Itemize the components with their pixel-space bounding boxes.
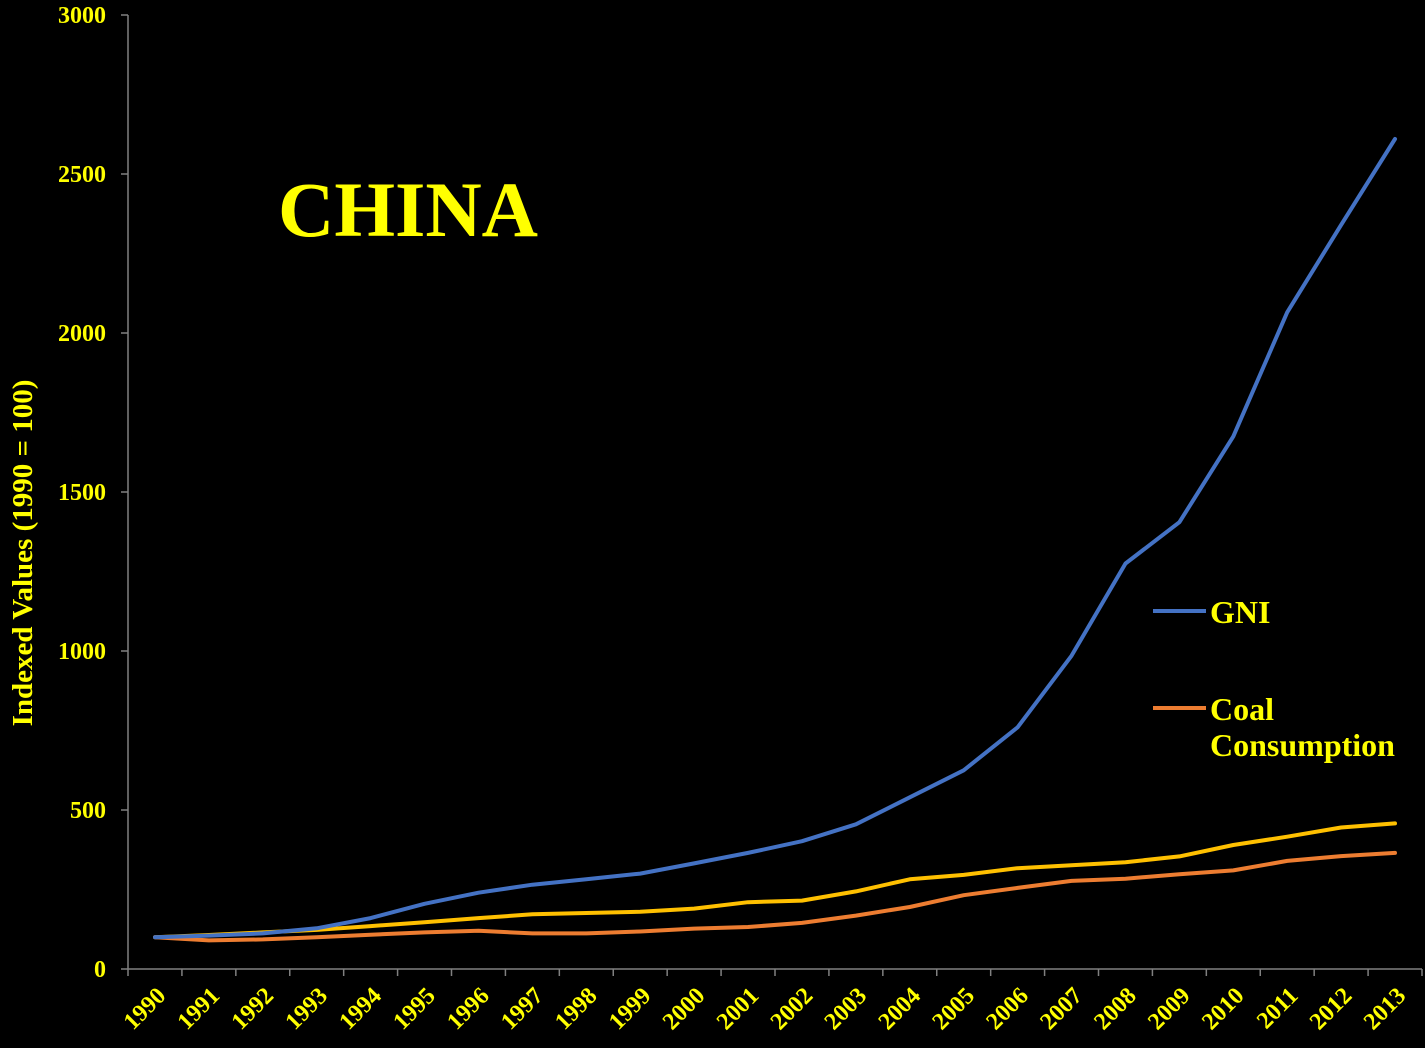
x-tick-label: 2003 bbox=[820, 983, 872, 1035]
y-tick-label: 500 bbox=[70, 798, 106, 824]
x-tick-label: 2013 bbox=[1359, 983, 1411, 1035]
x-tick-label: 2007 bbox=[1035, 983, 1087, 1035]
y-tick-label: 1500 bbox=[58, 480, 106, 506]
y-tick-label: 1000 bbox=[58, 639, 106, 665]
x-tick-label: 2001 bbox=[712, 983, 764, 1035]
x-tick-label: 1995 bbox=[388, 983, 440, 1035]
series-line-unlabeled bbox=[153, 821, 1397, 940]
x-ticks: 1990 1991 1992 1993 1994 1995 1996 1997 1998 1999… bbox=[119, 969, 1423, 1035]
x-tick-label: 2000 bbox=[658, 983, 710, 1035]
x-tick-label: 2002 bbox=[766, 983, 818, 1035]
legend-coal-label-line2: Consumption bbox=[1210, 727, 1395, 763]
x-tick-label: 1991 bbox=[173, 983, 225, 1035]
chart-title: CHINA bbox=[278, 166, 538, 253]
x-tick-label: 2012 bbox=[1305, 983, 1357, 1035]
x-tick-label: 2011 bbox=[1252, 983, 1303, 1034]
series-lines bbox=[153, 137, 1397, 943]
x-tick-label: 1990 bbox=[119, 983, 171, 1035]
x-tick-label: 1998 bbox=[550, 983, 602, 1035]
y-tick-label: 0 bbox=[94, 957, 106, 983]
y-tick-label: 3000 bbox=[58, 3, 106, 29]
legend-coal-label: Coal Consumption bbox=[1210, 691, 1395, 763]
x-tick-label: 2005 bbox=[928, 983, 980, 1035]
axes bbox=[127, 15, 1422, 970]
legend-gni-label: GNI bbox=[1210, 594, 1270, 630]
y-tick-label: 2500 bbox=[58, 162, 106, 188]
x-tick-label: 1996 bbox=[442, 983, 494, 1035]
legend: GNI Coal Consumption bbox=[1153, 594, 1395, 763]
y-tick-label: 2000 bbox=[58, 321, 106, 347]
x-tick-label: 2008 bbox=[1089, 983, 1141, 1035]
y-ticks: 0 500 1000 1500 2000 2500 3000 bbox=[58, 3, 128, 983]
x-tick-label: 1997 bbox=[496, 983, 548, 1035]
x-tick-label: 2004 bbox=[874, 983, 926, 1035]
x-tick-label: 1992 bbox=[227, 983, 279, 1035]
series-line-gni bbox=[153, 137, 1397, 940]
x-tick-label: 1994 bbox=[335, 983, 387, 1035]
x-tick-label: 1993 bbox=[281, 983, 333, 1035]
x-tick-label: 1999 bbox=[604, 983, 656, 1035]
legend-coal-label-line1: Coal bbox=[1210, 691, 1274, 727]
x-tick-label: 2009 bbox=[1143, 983, 1195, 1035]
y-axis-label: Indexed Values (1990 = 100) bbox=[7, 380, 39, 727]
series-line-coal-consumption bbox=[153, 850, 1397, 943]
x-tick-label: 2010 bbox=[1197, 983, 1249, 1035]
x-tick-label: 2006 bbox=[982, 983, 1034, 1035]
